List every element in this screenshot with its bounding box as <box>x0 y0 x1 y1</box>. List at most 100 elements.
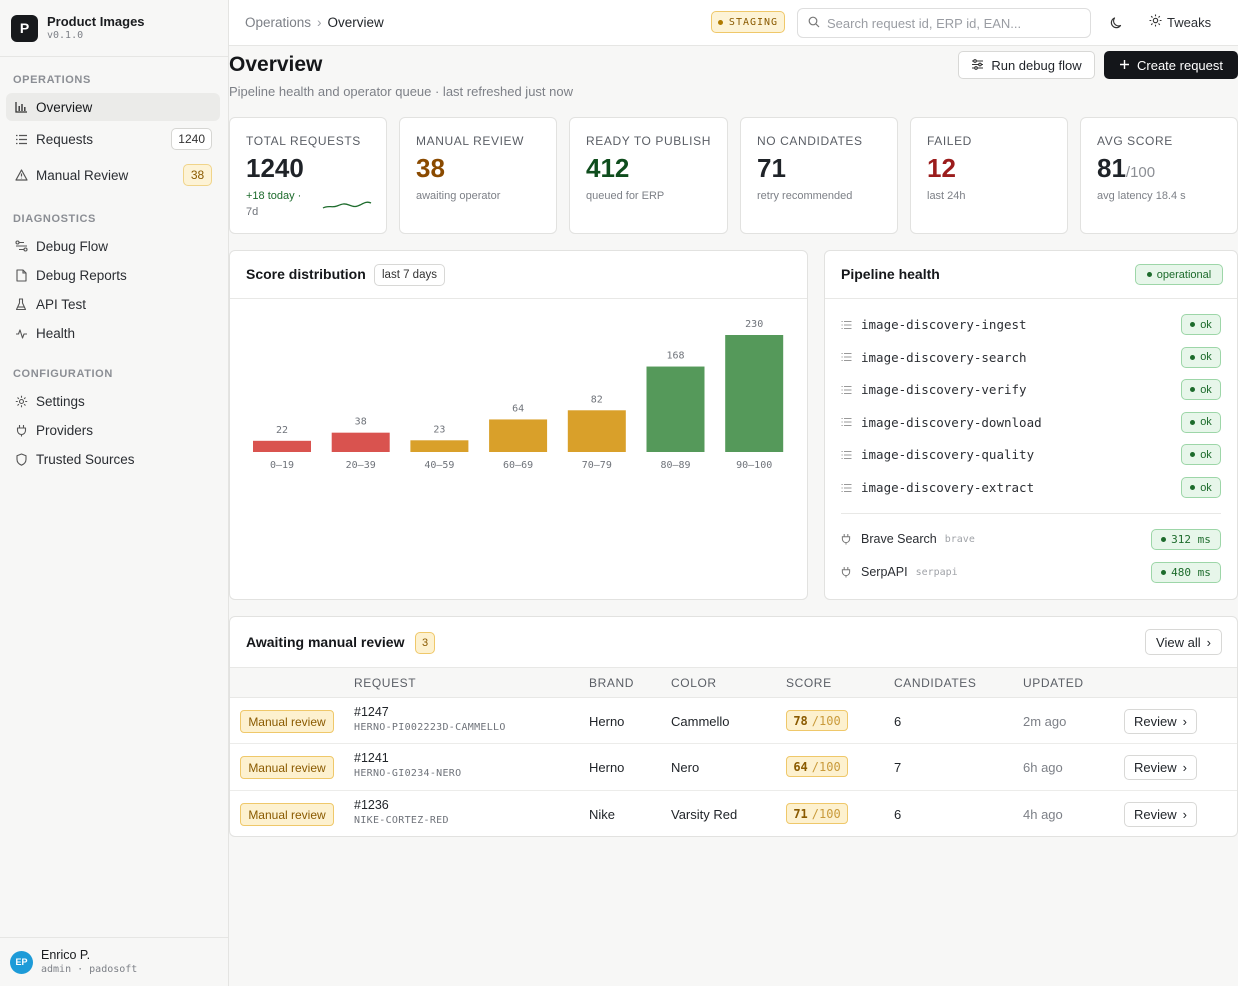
updated-cell: 6h ago <box>1023 760 1063 775</box>
plug-icon <box>841 533 851 545</box>
chart-bar[interactable] <box>410 440 469 452</box>
sidebar: P Product Images v0.1.0 OPERATIONS Overv… <box>0 0 229 986</box>
x-tick-label: 80–89 <box>660 460 690 471</box>
status-dot-icon <box>1190 354 1196 360</box>
score-denominator: /100 <box>811 713 841 728</box>
view-all-button[interactable]: View all › <box>1145 629 1222 655</box>
range-chip[interactable]: last 7 days <box>374 264 445 286</box>
candidates-cell: 7 <box>894 760 902 775</box>
column-header: UPDATED <box>1023 676 1084 690</box>
chart-bar[interactable] <box>331 432 390 452</box>
create-request-button[interactable]: Create request <box>1104 51 1238 79</box>
sidebar-item-api-test[interactable]: API Test <box>6 290 220 318</box>
tweaks-button[interactable]: Tweaks <box>1149 14 1211 30</box>
chart-bar[interactable] <box>567 410 626 452</box>
service-status: ok <box>1200 351 1212 364</box>
sidebar-item-requests[interactable]: Requests 1240 <box>6 125 220 153</box>
moon-icon[interactable] <box>1109 15 1125 31</box>
latency-value: 480 ms <box>1171 566 1211 579</box>
search-input[interactable] <box>827 15 1077 31</box>
search-box[interactable] <box>797 8 1091 38</box>
nav-section-operations: OPERATIONS <box>13 74 91 86</box>
bar-value-label: 168 <box>666 351 684 362</box>
pulse-icon <box>14 326 28 340</box>
chart-bar[interactable] <box>725 335 784 452</box>
table-row[interactable]: Manual review #1236 NIKE-CORTEZ-RED Nike… <box>230 791 1237 836</box>
breadcrumb-operations[interactable]: Operations <box>245 15 312 30</box>
status-dot-icon <box>1190 452 1196 458</box>
create-request-label: Create request <box>1137 57 1223 73</box>
service-name: image-discovery-quality <box>861 447 1035 463</box>
review-button[interactable]: Review › <box>1124 709 1197 734</box>
sidebar-item-label: Trusted Sources <box>36 451 135 467</box>
sidebar-item-manual-review[interactable]: Manual Review 38 <box>6 161 220 189</box>
run-debug-flow-button[interactable]: Run debug flow <box>958 51 1095 79</box>
chart-bar[interactable] <box>253 440 311 452</box>
score-badge: 78/100 <box>786 710 848 731</box>
request-sku: HERNO-PI002223D-CAMMELLO <box>354 722 506 733</box>
review-button[interactable]: Review › <box>1124 802 1197 827</box>
service-row: image-discovery-search <box>841 350 1027 365</box>
app-version: v0.1.0 <box>47 29 84 41</box>
provider-tag: serpapi <box>915 566 958 578</box>
topbar: Operations › Overview STAGING Tweaks <box>229 0 1238 46</box>
chart-bar[interactable] <box>489 419 548 452</box>
provider-name: SerpAPI <box>861 565 908 579</box>
view-all-label: View all <box>1156 634 1201 650</box>
stat-sub: +18 today · 7d <box>246 188 301 220</box>
brand-cell: Herno <box>589 760 625 775</box>
chevron-right-icon: › <box>317 15 322 30</box>
stat-value: 81/100 <box>1097 153 1155 184</box>
review-button[interactable]: Review › <box>1124 755 1197 780</box>
candidates-cell: 6 <box>894 807 902 822</box>
user-profile[interactable]: EP Enrico P. admin · padosoft <box>0 937 228 986</box>
stat-label: TOTAL REQUESTS <box>246 134 361 148</box>
operational-label: operational <box>1156 268 1212 281</box>
sidebar-item-label: API Test <box>36 296 87 312</box>
sun-icon <box>1149 14 1167 30</box>
latency-badge: 480 ms <box>1151 562 1221 583</box>
status-badge: Manual review <box>240 803 334 826</box>
status-dot-icon <box>1190 485 1196 490</box>
table-row[interactable]: Manual review #1241 HERNO-GI0234-NERO He… <box>230 744 1237 791</box>
divider <box>841 513 1221 514</box>
chart-bar[interactable] <box>646 366 705 452</box>
shield-icon <box>14 452 28 466</box>
service-status-badge: ok <box>1181 477 1221 498</box>
column-header: CANDIDATES <box>894 676 977 690</box>
search-icon <box>808 16 820 31</box>
stat-value: 38 <box>416 153 445 183</box>
manual-review-panel: Awaiting manual review 3 View all › REQUE… <box>229 616 1238 837</box>
status-dot-icon <box>1161 537 1167 542</box>
plug-icon <box>14 423 28 437</box>
bar-value-label: 230 <box>745 319 763 330</box>
breadcrumb: Operations › Overview <box>245 15 384 30</box>
sidebar-item-providers[interactable]: Providers <box>6 416 220 444</box>
table-row[interactable]: Manual review #1247 HERNO-PI002223D-CAMM… <box>230 698 1237 744</box>
stat-card-total-requests: TOTAL REQUESTS 1240 +18 today · 7d <box>229 117 387 234</box>
file-icon <box>14 268 28 282</box>
x-tick-label: 0–19 <box>270 460 294 471</box>
sidebar-item-overview[interactable]: Overview <box>6 93 220 121</box>
service-row: image-discovery-quality <box>841 447 1034 462</box>
sparkline <box>322 201 372 209</box>
column-header: COLOR <box>671 676 717 690</box>
panel-title: Awaiting manual review <box>246 634 405 650</box>
sidebar-item-settings[interactable]: Settings <box>6 387 220 415</box>
run-debug-flow-label: Run debug flow <box>991 57 1082 73</box>
stat-value: 12 <box>927 153 956 183</box>
nav-section-configuration: CONFIGURATION <box>13 368 113 380</box>
flow-icon <box>14 239 28 253</box>
column-header: BRAND <box>589 676 635 690</box>
sidebar-item-debug-flow[interactable]: Debug Flow <box>6 232 220 260</box>
service-status: ok <box>1200 416 1212 429</box>
env-dot-icon <box>717 19 723 25</box>
sidebar-item-trusted-sources[interactable]: Trusted Sources <box>6 445 220 473</box>
updated-cell: 2m ago <box>1023 714 1067 729</box>
color-cell: Cammello <box>671 714 730 729</box>
status-badge: Manual review <box>240 710 334 733</box>
avg-score-denominator: /100 <box>1125 164 1156 181</box>
brand-cell: Nike <box>589 807 616 822</box>
sidebar-item-health[interactable]: Health <box>6 319 220 347</box>
sidebar-item-debug-reports[interactable]: Debug Reports <box>6 261 220 289</box>
